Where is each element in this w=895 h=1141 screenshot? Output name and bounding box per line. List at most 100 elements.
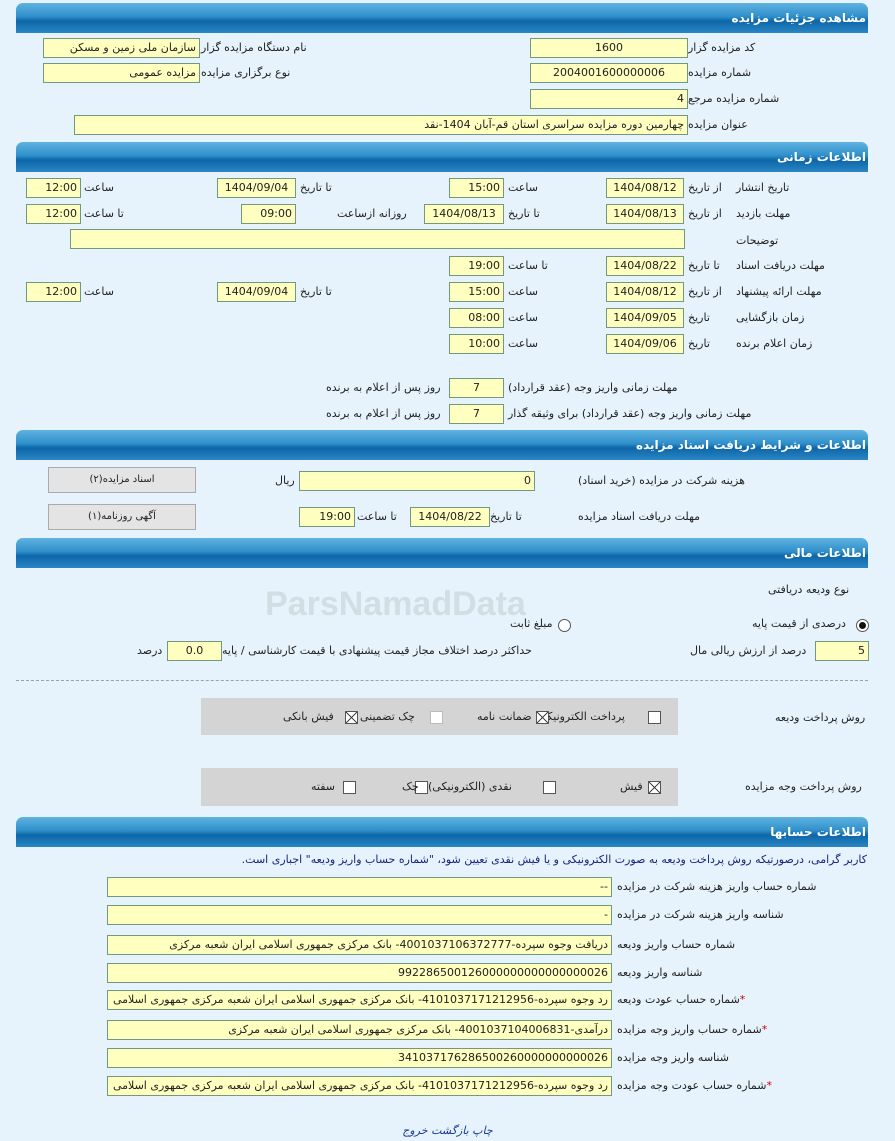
collateral-payment-deadline-label: مهلت زمانی واریز وجه (عقد قرارداد) برای … bbox=[508, 407, 752, 420]
account-label: شماره حساب واریز هزینه شرکت در مزایده bbox=[617, 877, 816, 897]
type-label: نوع برگزاری مزایده bbox=[201, 66, 291, 79]
publish-from-date[interactable]: 1404/08/12 bbox=[606, 178, 684, 198]
payment-method-label: چک bbox=[402, 780, 419, 793]
payment-method-checkbox[interactable] bbox=[415, 781, 428, 794]
newspaper-ad-button[interactable]: آگهی روزنامه(۱) bbox=[48, 504, 196, 530]
winner-time[interactable]: 10:00 bbox=[449, 334, 504, 354]
account-field[interactable]: دریافت وجوه سپرده-4001037106372777- بانک… bbox=[107, 935, 612, 955]
fixed-amount-radio[interactable] bbox=[558, 619, 571, 632]
title-field[interactable]: چهارمین دوره مزایده سراسری استان قم-آبان… bbox=[74, 115, 688, 135]
publish-to-date[interactable]: 1404/09/04 bbox=[217, 178, 296, 198]
code-field[interactable]: 1600 bbox=[530, 38, 688, 58]
deposit-method-label: ضمانت نامه bbox=[477, 710, 532, 723]
payment-deadline-days[interactable]: 7 bbox=[449, 378, 504, 398]
offer-to-date[interactable]: 1404/09/04 bbox=[217, 282, 296, 302]
to-hour-label: تا ساعت bbox=[357, 510, 397, 523]
account-label-text: شماره حساب عودت وجه مزایده bbox=[617, 1079, 767, 1092]
deposit-method-checkbox[interactable] bbox=[536, 711, 549, 724]
offer-from-date[interactable]: 1404/08/12 bbox=[606, 282, 684, 302]
opening-time[interactable]: 08:00 bbox=[449, 308, 504, 328]
exit-link[interactable]: خروج bbox=[402, 1124, 428, 1137]
max-diff-suffix: درصد bbox=[137, 644, 163, 657]
opening-date[interactable]: 1404/09/05 bbox=[606, 308, 684, 328]
account-field[interactable]: رد وجوه سپرده-4101037171212956- بانک مرک… bbox=[107, 990, 612, 1010]
winner-date[interactable]: 1404/09/06 bbox=[606, 334, 684, 354]
payment-method-label: فیش bbox=[620, 780, 643, 793]
percent-suffix: درصد از ارزش ریالی مال bbox=[690, 644, 807, 657]
from-date-label: از تاریخ bbox=[688, 207, 722, 220]
account-label: شماره حساب واریز ودیعه bbox=[617, 935, 735, 955]
payment-method-label: سفته bbox=[311, 780, 335, 793]
to-date-label: تا تاریخ bbox=[688, 259, 720, 272]
description-field[interactable] bbox=[70, 229, 685, 249]
visit-to-date[interactable]: 1404/08/13 bbox=[424, 204, 504, 224]
account-label-text: شماره حساب واریز هزینه شرکت در مزایده bbox=[617, 880, 817, 893]
account-field[interactable]: درآمدی-4001037104006831- بانک مرکزی جمهو… bbox=[107, 1020, 612, 1040]
to-date-label: تا تاریخ bbox=[508, 207, 540, 220]
divider bbox=[16, 680, 868, 681]
ref-label: شماره مزایده مرجع bbox=[688, 92, 780, 105]
payment-method-checkbox[interactable] bbox=[343, 781, 356, 794]
hour-label: ساعت bbox=[84, 181, 114, 194]
docs-deadline-label: مهلت دریافت اسناد مزایده bbox=[578, 510, 701, 523]
section-header-time: اطلاعات زمانی bbox=[16, 142, 868, 172]
visit-daily-time[interactable]: 09:00 bbox=[241, 204, 296, 224]
back-link[interactable]: بازگشت bbox=[431, 1124, 469, 1137]
from-date-label: از تاریخ bbox=[688, 285, 722, 298]
fixed-amount-radio-label: مبلغ ثابت bbox=[510, 617, 553, 630]
docs-deadline-date[interactable]: 1404/08/22 bbox=[410, 507, 490, 527]
payment-methods-box bbox=[201, 768, 678, 806]
max-diff-field[interactable]: 0.0 bbox=[167, 641, 222, 661]
deposit-method-checkbox[interactable] bbox=[648, 711, 661, 724]
hour-label: ساعت bbox=[508, 285, 538, 298]
payment-method-checkbox[interactable] bbox=[648, 781, 661, 794]
docs-to-time[interactable]: 19:00 bbox=[449, 256, 504, 276]
offer-from-time[interactable]: 15:00 bbox=[449, 282, 504, 302]
visit-from-date[interactable]: 1404/08/13 bbox=[606, 204, 684, 224]
payment-deadline-label: مهلت زمانی واریز وجه (عقد قرارداد) bbox=[508, 381, 678, 394]
section-title: اطلاعات مالی bbox=[783, 546, 866, 560]
required-marker: * bbox=[761, 1023, 768, 1036]
percent-radio-label: درصدی از قیمت پایه bbox=[752, 617, 846, 630]
section-title: اطلاعات حسابها bbox=[770, 825, 866, 839]
payment-method-checkbox[interactable] bbox=[543, 781, 556, 794]
from-date-label: از تاریخ bbox=[688, 181, 722, 194]
account-label-text: شماره حساب واریز ودیعه bbox=[617, 938, 736, 951]
account-field[interactable]: -- bbox=[107, 877, 612, 897]
account-label: *شماره حساب عودت ودیعه bbox=[617, 990, 745, 1010]
visit-label: مهلت بازدید bbox=[736, 207, 791, 220]
org-field[interactable]: سازمان ملی زمین و مسکن bbox=[43, 38, 200, 58]
account-field[interactable]: - bbox=[107, 905, 612, 925]
publish-to-time[interactable]: 12:00 bbox=[26, 178, 81, 198]
print-link[interactable]: چاپ bbox=[472, 1124, 493, 1137]
payment-deadline-suffix: روز پس از اعلام به برنده bbox=[326, 381, 441, 394]
percent-field[interactable]: 5 bbox=[815, 641, 869, 661]
account-field[interactable]: 341037176286500260000000000026 bbox=[107, 1048, 612, 1068]
percent-radio[interactable] bbox=[856, 619, 869, 632]
offer-to-time[interactable]: 12:00 bbox=[26, 282, 81, 302]
to-date-label: تا تاریخ bbox=[300, 181, 332, 194]
winner-label: زمان اعلام برنده bbox=[736, 337, 813, 350]
fee-field[interactable]: 0 bbox=[299, 471, 535, 491]
account-label: شناسه واریز ودیعه bbox=[617, 963, 702, 983]
number-field[interactable]: 2004001600000006 bbox=[530, 63, 688, 83]
collateral-payment-deadline-days[interactable]: 7 bbox=[449, 404, 504, 424]
section-header-accounts: اطلاعات حسابها bbox=[16, 817, 868, 847]
deposit-method-checkbox[interactable] bbox=[345, 711, 358, 724]
type-field[interactable]: مزایده عمومی bbox=[43, 63, 200, 83]
date-label: تاریخ bbox=[688, 311, 710, 324]
auction-documents-button[interactable]: اسناد مزایده(۲) bbox=[48, 467, 196, 493]
docs-deadline-time[interactable]: 19:00 bbox=[299, 507, 355, 527]
visit-to-time[interactable]: 12:00 bbox=[26, 204, 81, 224]
account-field[interactable]: رد وجوه سپرده-4101037171212956- بانک مرک… bbox=[107, 1076, 612, 1096]
date-label: تاریخ bbox=[688, 337, 710, 350]
section-title: مشاهده جزئیات مزایده bbox=[731, 11, 866, 25]
to-hour-label: تا ساعت bbox=[84, 207, 124, 220]
watermark: ParsNamadData bbox=[265, 585, 526, 623]
ref-field[interactable]: 4 bbox=[530, 89, 688, 109]
publish-from-time[interactable]: 15:00 bbox=[449, 178, 504, 198]
docs-to-date[interactable]: 1404/08/22 bbox=[606, 256, 684, 276]
hour-label: ساعت bbox=[508, 311, 538, 324]
account-field[interactable]: 992286500126000000000000000026 bbox=[107, 963, 612, 983]
deposit-method-checkbox[interactable] bbox=[430, 711, 443, 724]
